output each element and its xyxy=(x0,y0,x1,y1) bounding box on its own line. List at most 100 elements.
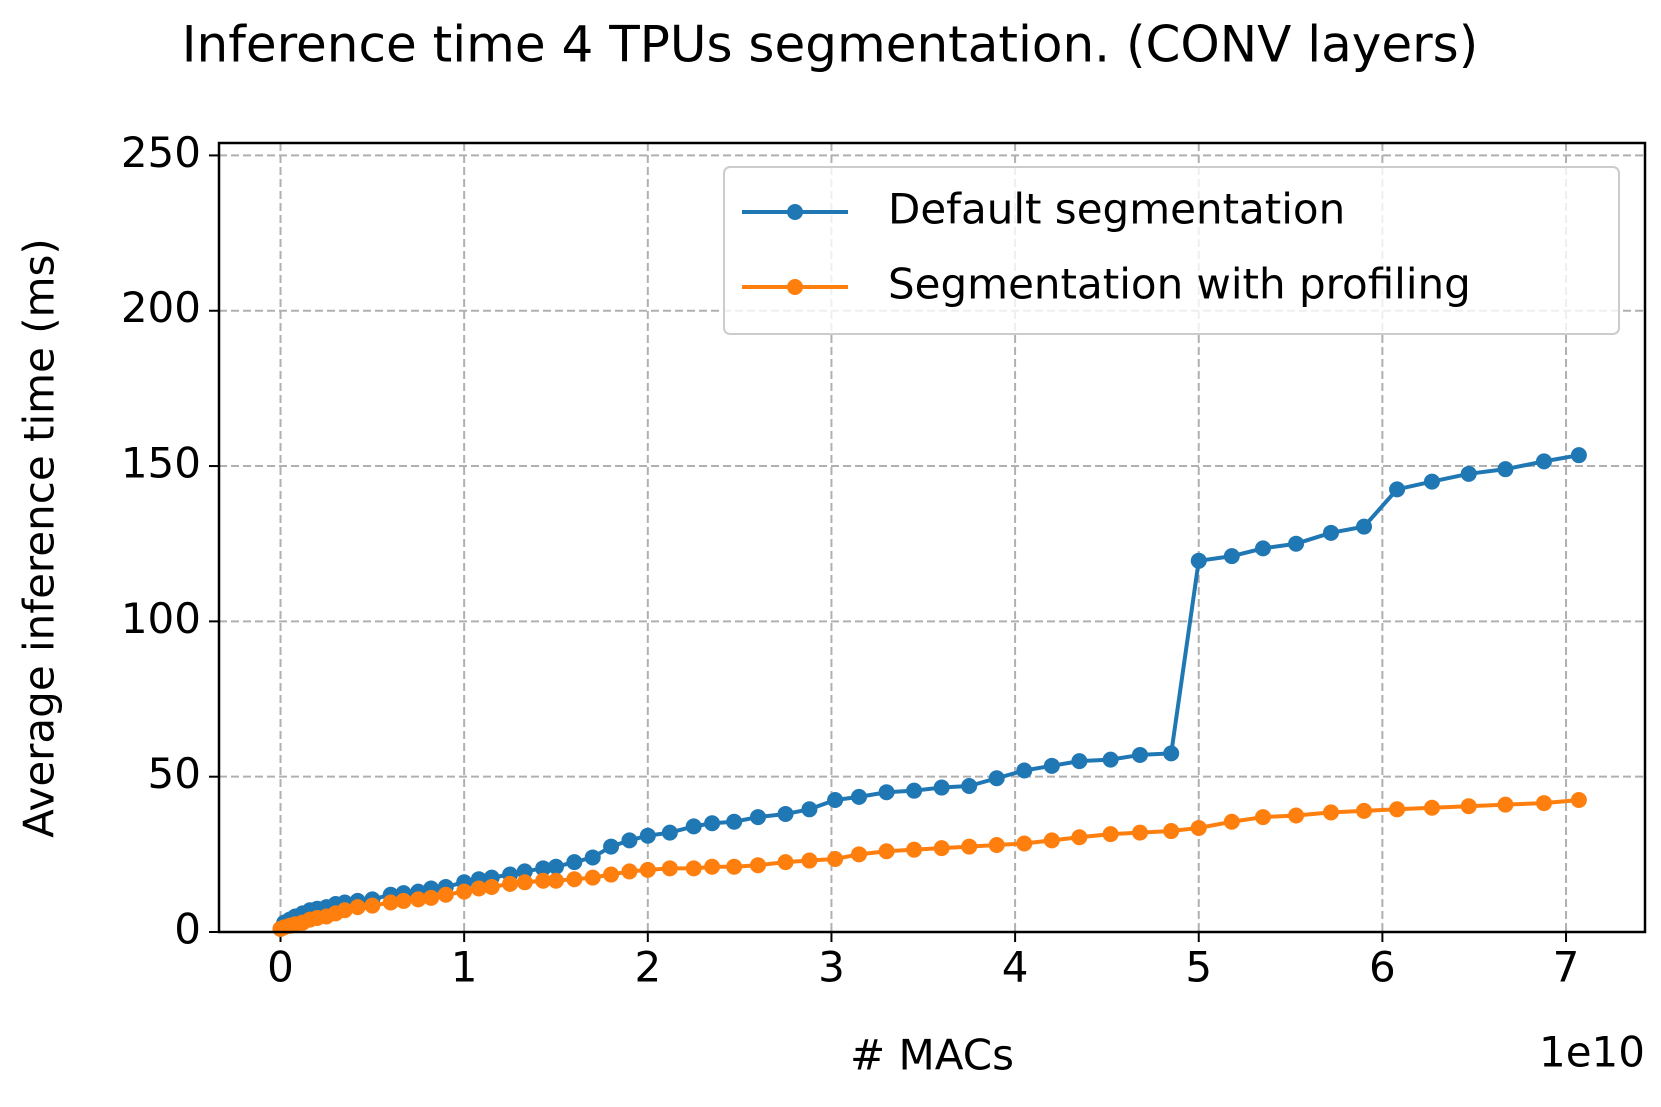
data-point xyxy=(502,875,519,892)
data-point xyxy=(1223,813,1240,830)
x-tick-label: 2 xyxy=(634,943,661,992)
data-point xyxy=(336,902,353,919)
data-point xyxy=(851,788,868,805)
data-point xyxy=(547,872,564,889)
data-point xyxy=(661,860,678,877)
data-point xyxy=(516,874,533,891)
plot-frame xyxy=(217,141,1647,934)
data-point xyxy=(749,809,766,826)
data-point xyxy=(726,858,743,875)
data-point xyxy=(685,818,702,835)
data-point xyxy=(456,883,473,900)
data-point xyxy=(1190,819,1207,836)
y-tick-label: 250 xyxy=(121,128,201,177)
data-point xyxy=(535,860,552,877)
data-point xyxy=(1131,824,1148,841)
series-line xyxy=(279,797,1580,931)
data-point xyxy=(603,838,620,855)
data-point xyxy=(1255,540,1272,557)
x-tick-label: 4 xyxy=(1002,943,1029,992)
data-point xyxy=(1071,753,1088,770)
data-point xyxy=(1460,798,1477,815)
data-point xyxy=(801,852,818,869)
data-point xyxy=(777,805,794,822)
y-tick-label: 200 xyxy=(121,283,201,332)
data-point xyxy=(1535,453,1552,470)
data-point xyxy=(1071,829,1088,846)
series-line xyxy=(278,453,1580,930)
data-point xyxy=(851,846,868,863)
data-point xyxy=(423,889,440,906)
x-tick-label: 6 xyxy=(1369,943,1396,992)
data-point xyxy=(1288,535,1305,552)
data-point xyxy=(1356,518,1373,535)
data-point xyxy=(749,857,766,874)
data-point xyxy=(827,851,844,868)
data-point xyxy=(535,872,552,889)
data-point xyxy=(827,791,844,808)
data-point xyxy=(1102,826,1119,843)
x-tick-label: 7 xyxy=(1553,943,1580,992)
data-point xyxy=(639,827,656,844)
data-point xyxy=(1043,832,1060,849)
data-point xyxy=(470,880,487,897)
legend-label: Default segmentation xyxy=(888,185,1345,234)
y-tick-label: 150 xyxy=(121,439,201,488)
data-point xyxy=(584,869,601,886)
data-point xyxy=(437,886,454,903)
data-point xyxy=(1223,548,1240,565)
data-point xyxy=(566,871,583,888)
legend-marker xyxy=(787,204,803,220)
y-tick-label: 50 xyxy=(148,749,201,798)
data-point xyxy=(661,824,678,841)
data-point xyxy=(878,784,895,801)
data-point xyxy=(1535,795,1552,812)
data-point xyxy=(1497,796,1514,813)
data-point xyxy=(777,854,794,871)
data-point xyxy=(1043,757,1060,774)
data-point xyxy=(906,841,923,858)
data-point xyxy=(1131,746,1148,763)
data-point xyxy=(1322,524,1339,541)
data-point xyxy=(483,878,500,895)
data-point xyxy=(1163,745,1180,762)
data-point xyxy=(1570,791,1587,808)
y-tick-label: 100 xyxy=(121,594,201,643)
data-point xyxy=(1255,809,1272,826)
data-point xyxy=(382,894,399,911)
x-offset-label: 1e10 xyxy=(1539,1028,1645,1077)
data-point xyxy=(961,778,978,795)
data-point xyxy=(621,863,638,880)
x-tick-label: 1 xyxy=(451,943,478,992)
data-point xyxy=(1423,473,1440,490)
legend-label: Segmentation with profiling xyxy=(888,260,1471,309)
data-point xyxy=(1423,799,1440,816)
data-point xyxy=(395,892,412,909)
data-point xyxy=(988,837,1005,854)
data-point xyxy=(704,815,721,832)
data-point xyxy=(603,866,620,883)
data-point xyxy=(639,861,656,878)
data-point xyxy=(704,858,721,875)
data-point xyxy=(1389,481,1406,498)
x-tick-label: 3 xyxy=(818,943,845,992)
x-axis-label: # MACs xyxy=(850,1031,1014,1080)
data-point xyxy=(906,782,923,799)
chart-title: Inference time 4 TPUs segmentation. (CON… xyxy=(182,16,1478,74)
data-point xyxy=(621,832,638,849)
data-point xyxy=(1322,804,1339,821)
data-point xyxy=(1356,802,1373,819)
data-point xyxy=(801,801,818,818)
data-point xyxy=(685,860,702,877)
data-point xyxy=(1102,751,1119,768)
legend-marker xyxy=(787,279,803,295)
data-point xyxy=(547,858,564,875)
data-point xyxy=(933,779,950,796)
data-point xyxy=(1016,762,1033,779)
data-point xyxy=(1163,823,1180,840)
y-axis-label: Average inference time (ms) xyxy=(15,238,64,838)
data-point xyxy=(410,891,427,908)
data-point xyxy=(726,813,743,830)
